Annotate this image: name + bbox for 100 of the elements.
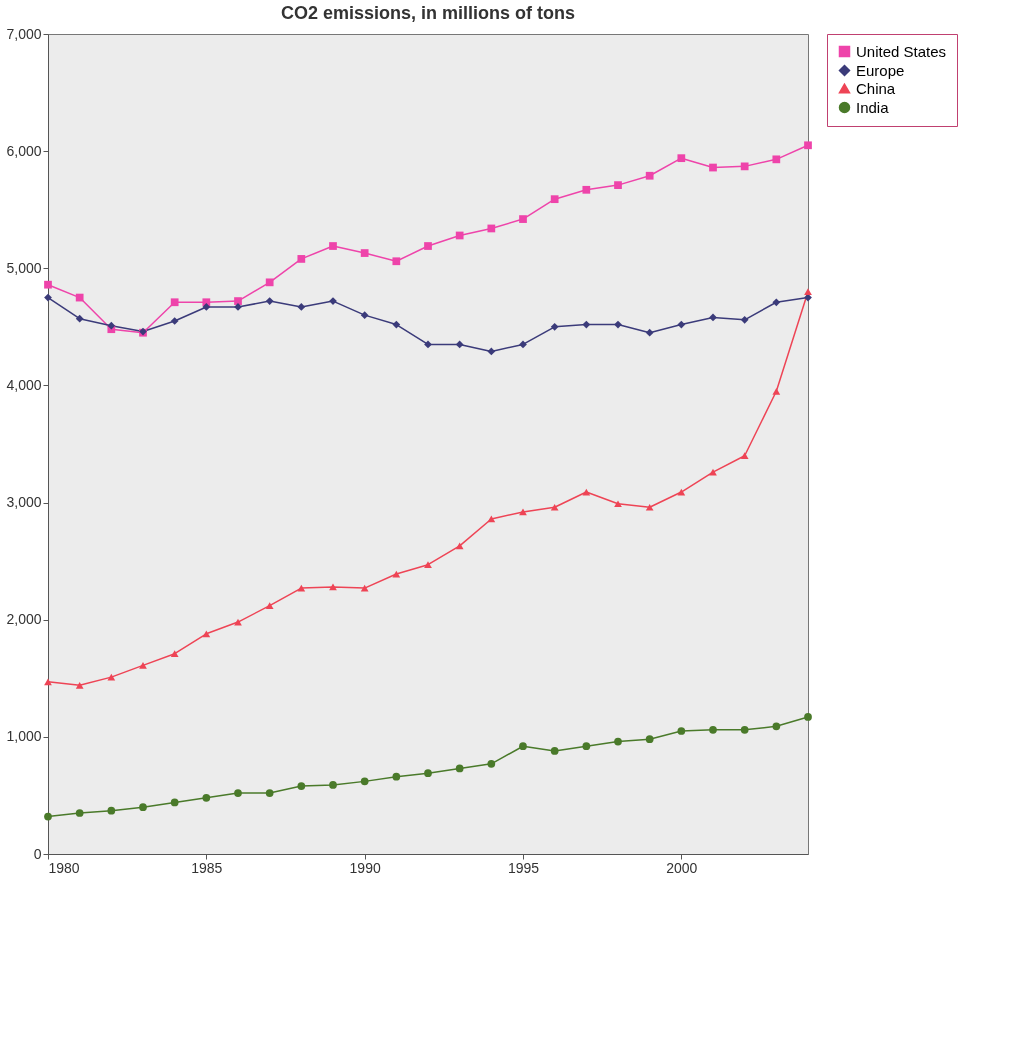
chart-title: CO2 emissions, in millions of tons <box>280 3 576 23</box>
point <box>645 328 654 337</box>
point <box>740 725 749 734</box>
point <box>139 662 147 669</box>
point <box>297 782 306 790</box>
point <box>550 195 559 204</box>
y-tick-label: 0 <box>33 845 42 862</box>
point <box>645 171 654 180</box>
point <box>772 155 781 164</box>
point <box>265 297 274 305</box>
point <box>170 798 179 807</box>
point <box>519 742 527 751</box>
point <box>107 321 116 330</box>
point <box>519 215 527 223</box>
point <box>487 224 496 233</box>
point <box>424 340 432 349</box>
point <box>297 303 306 311</box>
y-tick-label: 2,000 <box>6 611 42 628</box>
point <box>677 154 686 163</box>
point <box>424 561 432 569</box>
point <box>740 452 749 460</box>
x-tick-label: 2000 <box>666 859 698 876</box>
point <box>265 602 274 610</box>
point <box>677 320 686 329</box>
point <box>772 722 781 731</box>
point <box>455 231 464 240</box>
x-tick-label: 1980 <box>48 859 80 876</box>
point <box>804 288 812 296</box>
point <box>709 725 717 734</box>
y-tick-label: 1,000 <box>6 728 42 745</box>
point <box>487 759 496 768</box>
point <box>170 650 179 658</box>
point <box>614 500 622 508</box>
point <box>44 812 52 821</box>
point <box>75 314 84 323</box>
point <box>645 735 654 744</box>
point <box>455 542 464 550</box>
point <box>75 681 84 689</box>
point <box>677 727 686 735</box>
point <box>360 249 369 257</box>
point <box>392 772 401 781</box>
point <box>455 340 464 349</box>
point <box>614 737 622 746</box>
point <box>582 185 591 194</box>
point <box>234 297 242 305</box>
point <box>44 678 52 686</box>
y-tick-label: 3,000 <box>6 494 42 511</box>
x-tick-label: 1985 <box>191 859 223 876</box>
point <box>519 508 527 516</box>
point <box>360 311 369 320</box>
point <box>297 255 306 263</box>
point <box>424 769 432 778</box>
y-tick-label: 6,000 <box>6 142 42 159</box>
point <box>804 713 812 721</box>
point <box>614 181 622 189</box>
point <box>455 764 464 773</box>
point <box>234 789 242 797</box>
point <box>614 320 622 329</box>
point <box>75 293 84 302</box>
point <box>44 293 52 302</box>
point <box>75 809 84 817</box>
y-tick-label: 4,000 <box>6 376 42 393</box>
point <box>360 777 369 786</box>
point <box>709 163 717 172</box>
point <box>582 742 591 751</box>
point <box>550 503 559 511</box>
legend-label: India <box>856 98 890 116</box>
point <box>519 340 527 349</box>
point <box>44 280 52 289</box>
point <box>487 347 496 356</box>
point <box>550 322 559 331</box>
point <box>329 583 337 591</box>
point <box>202 630 211 638</box>
point <box>170 317 179 325</box>
point <box>709 313 717 322</box>
legend-label: China <box>856 79 896 97</box>
point <box>740 162 749 171</box>
point <box>202 793 211 802</box>
point <box>265 278 274 287</box>
x-tick-label: 1995 <box>507 859 540 876</box>
legend-label: United States <box>856 42 947 60</box>
y-tick-label: 5,000 <box>6 259 42 276</box>
point <box>550 747 559 755</box>
point <box>804 141 812 150</box>
x-tick-label: 1990 <box>349 859 381 876</box>
point <box>582 320 591 329</box>
y-tick-label: 7,000 <box>6 25 42 42</box>
point <box>392 257 401 266</box>
point <box>202 303 211 311</box>
point <box>139 803 147 812</box>
point <box>170 298 179 307</box>
point <box>424 242 432 250</box>
point <box>772 387 781 395</box>
point <box>329 242 337 250</box>
point <box>392 320 401 329</box>
point <box>740 315 749 324</box>
legend-label: Europe <box>856 61 905 79</box>
point <box>265 789 274 797</box>
point <box>107 806 116 815</box>
point <box>329 781 337 789</box>
